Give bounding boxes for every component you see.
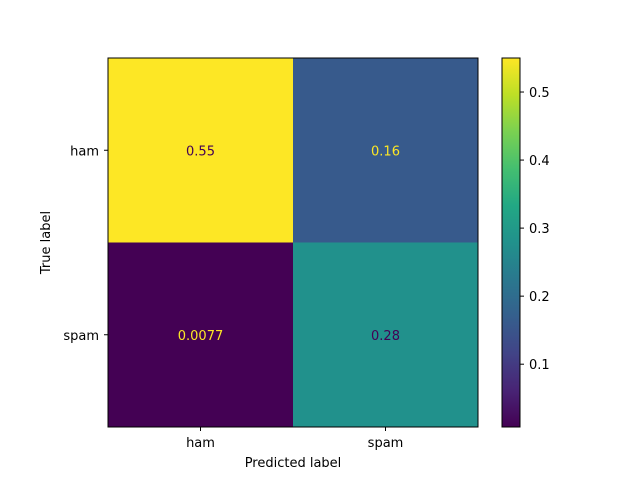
x-tick-label: spam xyxy=(368,436,404,451)
cell-value-labels: 0.55 0.16 0.0077 0.28 xyxy=(178,144,400,344)
y-axis-label: True label xyxy=(39,211,54,275)
cell-value-label: 0.28 xyxy=(371,329,400,344)
colorbar-tick-label: 0.1 xyxy=(529,358,550,373)
colorbar-ticks: 0.1 0.2 0.3 0.4 0.5 xyxy=(520,86,550,373)
colorbar: 0.1 0.2 0.3 0.4 0.5 xyxy=(501,57,550,428)
colorbar-tick-label: 0.2 xyxy=(529,290,550,305)
heatmap-cell-ham-ham xyxy=(108,58,294,243)
heatmap-cell-spam-ham xyxy=(108,242,294,428)
y-axis-ticks: ham spam xyxy=(63,144,108,344)
x-axis-ticks: ham spam xyxy=(186,427,403,451)
colorbar-tick-label: 0.5 xyxy=(529,86,550,101)
heatmap-cell-spam-spam xyxy=(293,242,479,428)
colorbar-tick-label: 0.3 xyxy=(529,222,550,237)
cell-value-label: 0.55 xyxy=(186,144,215,159)
plot-frame xyxy=(107,57,479,428)
y-tick-label: ham xyxy=(70,144,99,159)
heatmap-cells xyxy=(108,58,479,428)
colorbar-tick-label: 0.4 xyxy=(529,154,550,169)
y-tick-label: spam xyxy=(63,329,99,344)
x-axis-label: Predicted label xyxy=(245,456,342,471)
x-tick-label: ham xyxy=(186,436,215,451)
colorbar-frame xyxy=(501,57,521,428)
cell-value-label: 0.0077 xyxy=(178,329,224,344)
heatmap-cell-ham-spam xyxy=(293,58,479,243)
colorbar-gradient xyxy=(502,58,520,427)
cell-value-label: 0.16 xyxy=(371,144,400,159)
